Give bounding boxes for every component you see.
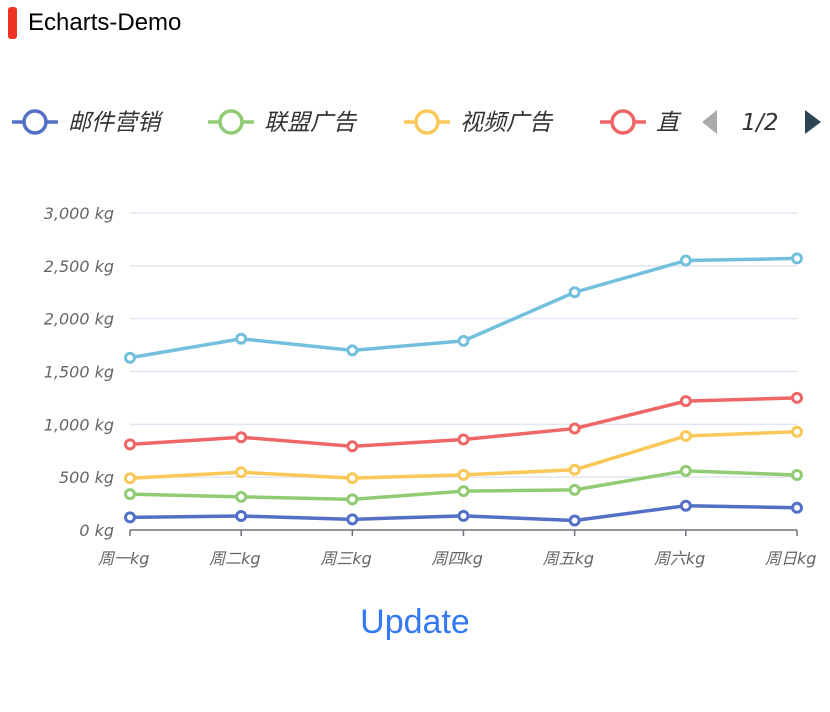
data-point[interactable] bbox=[791, 425, 803, 438]
y-tick-label: 2,000 kg bbox=[44, 310, 114, 329]
series-0 bbox=[124, 499, 803, 527]
x-tick-label: 周日kg bbox=[765, 549, 816, 568]
data-point[interactable] bbox=[457, 468, 470, 481]
data-point[interactable] bbox=[791, 252, 803, 265]
data-point[interactable] bbox=[346, 472, 359, 485]
series-4 bbox=[124, 252, 803, 364]
data-point[interactable] bbox=[679, 254, 692, 267]
legend-circle-icon bbox=[610, 109, 636, 135]
triangle-right-icon[interactable] bbox=[805, 110, 821, 134]
data-point[interactable] bbox=[568, 286, 581, 299]
data-point[interactable] bbox=[791, 391, 803, 404]
data-point[interactable] bbox=[235, 332, 248, 345]
y-tick-label: 1,500 kg bbox=[44, 363, 114, 382]
legend-circle-icon bbox=[218, 109, 244, 135]
data-point[interactable] bbox=[346, 344, 359, 357]
data-point[interactable] bbox=[124, 472, 136, 485]
x-tick-label: 周二kg bbox=[209, 549, 260, 568]
data-point[interactable] bbox=[457, 509, 470, 522]
legend-circle-icon bbox=[414, 109, 440, 135]
legend-item[interactable]: 邮件营销 bbox=[12, 109, 164, 136]
y-tick-label: 0 kg bbox=[79, 521, 114, 540]
x-tick-label: 周六kg bbox=[654, 549, 705, 568]
y-tick-label: 2,500 kg bbox=[44, 257, 114, 276]
legend-label: 直 bbox=[656, 110, 682, 136]
y-tick-label: 1,000 kg bbox=[44, 415, 114, 434]
data-point[interactable] bbox=[124, 438, 136, 451]
y-axis: 0 kg 500 kg 1,000 kg 1,500 kg 2,000 kg 2,500 … bbox=[44, 204, 114, 540]
page-title: Echarts-Demo bbox=[28, 9, 182, 36]
data-point[interactable] bbox=[235, 510, 248, 523]
data-point[interactable] bbox=[235, 490, 248, 503]
legend-label: 视频广告 bbox=[460, 110, 554, 136]
data-point[interactable] bbox=[679, 429, 692, 442]
data-point[interactable] bbox=[791, 469, 803, 482]
legend-page-indicator: 1/2 bbox=[741, 110, 778, 136]
data-point[interactable] bbox=[346, 440, 359, 453]
update-button[interactable]: Update bbox=[340, 598, 490, 646]
legend-item[interactable]: 视频广告 bbox=[404, 109, 554, 136]
chart-series bbox=[124, 252, 803, 527]
legend-item[interactable]: 直 bbox=[600, 109, 682, 136]
app-header: Echarts-Demo bbox=[0, 0, 830, 46]
y-tick-label: 500 kg bbox=[59, 468, 114, 487]
legend-label: 邮件营销 bbox=[68, 110, 164, 136]
legend-circle-icon bbox=[22, 109, 48, 135]
data-point[interactable] bbox=[457, 334, 470, 347]
legend-pager: 1/2 bbox=[702, 110, 821, 136]
triangle-left-icon[interactable] bbox=[702, 110, 717, 134]
x-tick-label: 周一kg bbox=[98, 549, 149, 568]
x-tick-label: 周三kg bbox=[320, 549, 371, 568]
data-point[interactable] bbox=[124, 351, 136, 364]
x-tick-label: 周五kg bbox=[543, 549, 594, 568]
y-tick-label: 3,000 kg bbox=[44, 204, 114, 223]
data-point[interactable] bbox=[679, 499, 692, 512]
chart-legend[interactable]: 邮件营销 联盟广告 视频广告 直 bbox=[12, 109, 682, 136]
line-chart: 邮件营销 联盟广告 视频广告 直 1/2 0 kg 500 kg 1,000 kg 1,50… bbox=[12, 109, 821, 568]
data-point[interactable] bbox=[235, 431, 248, 444]
data-point[interactable] bbox=[235, 466, 248, 479]
series-3 bbox=[124, 391, 803, 453]
data-point[interactable] bbox=[124, 488, 136, 501]
series-2 bbox=[124, 425, 803, 485]
data-point[interactable] bbox=[679, 464, 692, 477]
header-accent-bar bbox=[8, 7, 17, 39]
data-point[interactable] bbox=[791, 501, 803, 514]
data-point[interactable] bbox=[568, 463, 581, 476]
series-1 bbox=[124, 464, 803, 506]
x-tick-label: 周四kg bbox=[432, 549, 483, 568]
data-point[interactable] bbox=[568, 514, 581, 527]
data-point[interactable] bbox=[679, 395, 692, 408]
data-point[interactable] bbox=[346, 493, 359, 506]
legend-label: 联盟广告 bbox=[264, 110, 358, 136]
data-point[interactable] bbox=[568, 422, 581, 435]
data-point[interactable] bbox=[457, 433, 470, 446]
data-point[interactable] bbox=[457, 485, 470, 498]
legend-item[interactable]: 联盟广告 bbox=[208, 109, 358, 136]
data-point[interactable] bbox=[568, 483, 581, 496]
data-point[interactable] bbox=[124, 511, 136, 524]
x-axis: 周一kg 周二kg 周三kg 周四kg 周五kg 周六kg 周日kg bbox=[98, 529, 816, 568]
data-point[interactable] bbox=[346, 513, 359, 526]
